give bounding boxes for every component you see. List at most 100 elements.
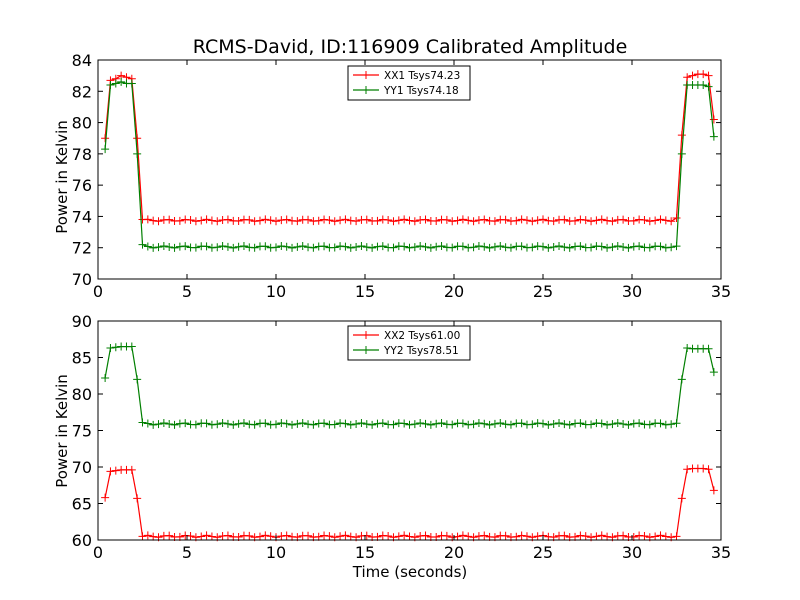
top-series-1-point — [661, 216, 670, 225]
bottom-series-2-point — [667, 420, 676, 429]
top-series-2-point — [624, 243, 633, 252]
top-series-1-point — [453, 216, 462, 225]
bottom-series-2-point — [560, 420, 569, 429]
top-series-2-point — [352, 243, 361, 252]
top-series-2-point — [587, 243, 596, 252]
top-series-2-point — [293, 242, 302, 251]
bottom-y-tick-label: 90 — [72, 312, 92, 331]
top-series-1-point — [533, 216, 542, 225]
top-series-1-point — [213, 217, 222, 226]
top-series-2-point — [480, 242, 489, 251]
top-series-2-point — [565, 243, 574, 252]
bottom-series-1-point — [245, 531, 254, 540]
bottom-series-1-point — [165, 531, 174, 540]
bottom-series-1-point — [640, 531, 649, 540]
top-series-1-point — [448, 217, 457, 226]
top-series-2-point — [202, 242, 211, 251]
bottom-series-1-point — [597, 531, 606, 540]
bottom-series-1-point — [480, 531, 489, 540]
top-legend-label-2: YY1 Tsys74.18 — [383, 85, 459, 97]
bottom-series-1-point — [474, 532, 483, 541]
bottom-series-1-point — [133, 494, 142, 503]
top-series-1-point — [293, 217, 302, 226]
top-x-tick-label: 20 — [444, 282, 464, 301]
bottom-series-1-point — [197, 532, 206, 541]
top-series-2-point — [309, 243, 318, 252]
top-series-2-point — [635, 242, 644, 251]
top-series-1-point — [234, 217, 243, 226]
top-series-2-point — [410, 243, 419, 252]
bottom-y-tick-label: 70 — [72, 458, 92, 477]
bottom-series-2-point — [111, 343, 120, 352]
bottom-series-1-point — [699, 464, 708, 473]
top-series-2-point — [159, 241, 168, 250]
top-series-1-point — [442, 215, 451, 224]
top-series-1-point — [336, 216, 345, 225]
bottom-series-2-point — [261, 419, 270, 428]
bottom-series-1-point — [304, 531, 313, 540]
top-series-1-point — [709, 115, 718, 124]
bottom-series-1-point — [282, 531, 291, 540]
bottom-series-1-point — [127, 465, 136, 474]
bottom-series-2-point — [202, 419, 211, 428]
top-series-1-point — [207, 216, 216, 225]
top-series-1-point — [352, 217, 361, 226]
top-series-2-point — [421, 242, 430, 251]
top-series-2-point — [272, 243, 280, 252]
bottom-series-2-point — [672, 419, 681, 428]
top-series-1-point — [400, 215, 409, 224]
bottom-legend-marker-2 — [362, 346, 370, 354]
top-series-2-point — [181, 242, 190, 251]
top-series-2-point — [250, 243, 259, 252]
bottom-series-2-point — [704, 344, 713, 353]
top-series-2-point — [213, 243, 222, 252]
top-series-2-point — [234, 242, 243, 251]
top-series-1-point — [389, 217, 398, 226]
top-series-1-point — [133, 134, 142, 143]
top-series-1-point — [576, 215, 585, 224]
bottom-series-2-point — [165, 420, 174, 429]
bottom-y-tick-label: 65 — [72, 495, 92, 514]
bottom-series-2-point — [629, 419, 638, 428]
bottom-series-1-point — [442, 531, 451, 540]
top-series-2-point — [101, 145, 110, 154]
bottom-series-2-point — [234, 419, 243, 428]
bottom-series-1-point — [277, 532, 286, 541]
top-series-1-point — [325, 216, 334, 225]
bottom-series-2-point — [272, 420, 280, 429]
bottom-x-tick-label: 15 — [355, 543, 375, 562]
bottom-series-2-point — [528, 420, 537, 429]
top-series-2-point — [277, 242, 286, 251]
top-series-2-point — [469, 243, 478, 252]
bottom-series-2-point — [378, 419, 387, 428]
bottom-series-2-point — [106, 344, 115, 353]
bottom-series-1-point — [560, 531, 569, 540]
top-series-1-point — [522, 216, 531, 225]
bottom-series-1-point — [512, 532, 521, 541]
top-series-2-point — [117, 77, 126, 86]
bottom-series-1-point — [336, 532, 345, 541]
top-series-1-point — [405, 216, 414, 225]
bottom-series-1-point — [255, 532, 264, 541]
top-series-2-point — [667, 243, 676, 252]
top-series-2-point — [389, 243, 398, 252]
top-panel: 0 5 10 15 20 25 30 35 70 72 74 76 78 80 82 84 — [72, 51, 732, 301]
top-series-1-point — [501, 215, 510, 224]
top-series-2-point — [416, 242, 425, 251]
top-series-1-point — [346, 216, 355, 225]
top-series-2-point — [645, 243, 654, 252]
top-series-2-point — [239, 242, 248, 251]
top-series-2-point — [133, 149, 142, 158]
bottom-series-1-point — [661, 532, 670, 541]
bottom-y-tick-label: 80 — [72, 385, 92, 404]
top-series-2-point — [555, 241, 564, 250]
top-series-2-point — [346, 243, 355, 252]
bottom-series-2-point — [565, 420, 574, 429]
top-x-tick-label: 15 — [355, 282, 375, 301]
top-series-1-point — [341, 215, 350, 224]
bottom-y-tick-label: 85 — [72, 349, 92, 368]
top-y-tick-label: 84 — [72, 51, 92, 70]
bottom-series-2-point — [239, 419, 248, 428]
top-y-tick-label: 76 — [72, 176, 92, 195]
top-series-1-point — [512, 216, 521, 225]
